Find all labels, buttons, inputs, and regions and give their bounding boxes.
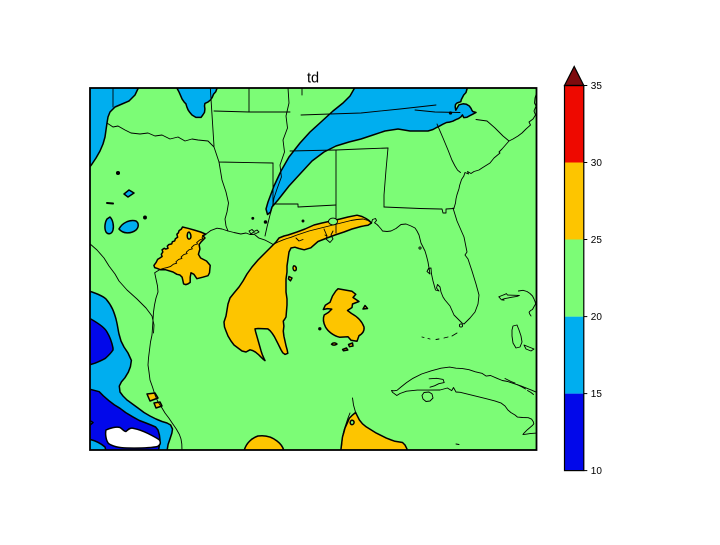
svg-text:15: 15 [591,389,603,400]
svg-text:30: 30 [591,158,603,169]
svg-text:20: 20 [591,312,603,323]
svg-text:25: 25 [591,235,603,246]
svg-text:35: 35 [591,81,603,92]
svg-text:10: 10 [591,466,603,477]
svg-text:td: td [307,71,319,87]
